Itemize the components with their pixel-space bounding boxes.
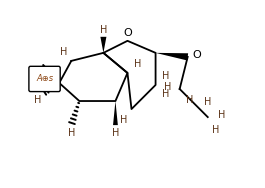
Polygon shape <box>156 53 188 61</box>
Text: H: H <box>34 95 41 105</box>
FancyBboxPatch shape <box>29 66 60 92</box>
Text: H: H <box>162 71 169 81</box>
Text: H: H <box>100 25 107 35</box>
Text: H: H <box>46 78 53 88</box>
Text: O: O <box>193 50 201 60</box>
Polygon shape <box>100 37 107 53</box>
Text: H: H <box>218 110 225 120</box>
Text: H: H <box>120 115 127 125</box>
Text: H: H <box>112 128 119 138</box>
Text: H: H <box>164 82 172 92</box>
Text: H: H <box>68 128 75 138</box>
Text: H: H <box>162 89 169 99</box>
Text: H: H <box>186 95 193 105</box>
Polygon shape <box>113 101 118 125</box>
Text: H: H <box>134 59 141 69</box>
Text: A⊕s: A⊕s <box>36 74 53 83</box>
Text: H: H <box>60 47 67 57</box>
Text: O: O <box>123 28 132 38</box>
Text: H: H <box>212 125 219 135</box>
Text: H: H <box>204 97 211 107</box>
